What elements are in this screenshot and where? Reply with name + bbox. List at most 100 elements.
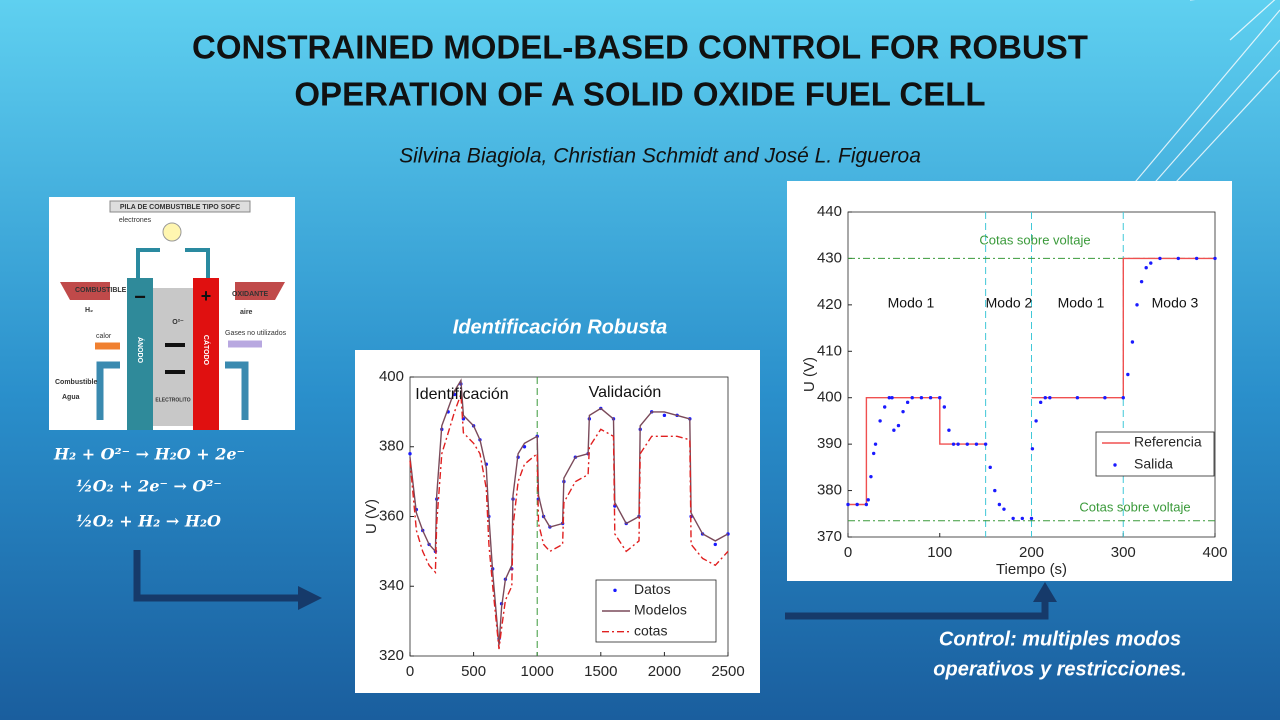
- x-tick-label: 200: [1019, 544, 1044, 561]
- label: calor: [96, 333, 112, 340]
- data-point: [1126, 372, 1130, 377]
- data-point: [956, 442, 960, 446]
- y-tick-label: 400: [379, 368, 404, 385]
- annotation: Modo 2: [986, 295, 1033, 311]
- fuel-arrow: [60, 282, 110, 300]
- annotation: Cotas sobre voltaje: [1079, 499, 1190, 514]
- y-tick-label: 380: [379, 438, 404, 455]
- electrolyte-label: ELECTROLITO: [155, 397, 190, 403]
- data-point: [1043, 396, 1047, 400]
- x-tick-label: 2000: [648, 663, 681, 680]
- data-point: [1029, 516, 1034, 521]
- label: electrones: [119, 217, 152, 224]
- data-point: [408, 452, 412, 456]
- slide-title: CONSTRAINED MODEL-BASED CONTROL FOR ROBU…: [192, 29, 1088, 66]
- y-tick-label: 360: [379, 507, 404, 524]
- label: COMBUSTIBLE: [75, 287, 127, 294]
- data-point: [871, 451, 876, 456]
- data-point: [878, 419, 882, 423]
- fuel-cell-diagram: PILA DE COMBUSTIBLE TIPO SOFC electrones…: [49, 197, 295, 430]
- data-point: [855, 502, 859, 507]
- data-point: [974, 442, 979, 446]
- data-point: [910, 396, 914, 400]
- equation: ½O₂ + H₂ → H₂O: [76, 512, 221, 531]
- ion-label: O²⁻: [172, 319, 184, 326]
- y-tick-label: 380: [817, 482, 842, 499]
- y-tick-label: 390: [817, 435, 842, 452]
- data-point: [997, 502, 1002, 507]
- legend-label: Referencia: [1134, 434, 1202, 450]
- data-point: [869, 474, 873, 479]
- y-axis-label: U (V): [801, 357, 818, 392]
- x-tick-label: 400: [1202, 544, 1227, 561]
- anode-label: ÁNODO: [136, 337, 145, 364]
- data-point: [864, 502, 869, 507]
- legend-swatch: [1113, 463, 1117, 467]
- data-point: [1030, 447, 1035, 451]
- legend-label: Datos: [634, 581, 671, 597]
- x-tick-label: 500: [461, 663, 486, 680]
- slide-title: OPERATION OF A SOLID OXIDE FUEL CELL: [294, 76, 985, 113]
- y-tick-label: 420: [817, 296, 842, 313]
- cathode: [193, 278, 219, 430]
- data-point: [988, 465, 992, 470]
- data-point: [1158, 256, 1162, 261]
- legend-label: cotas: [634, 622, 667, 638]
- data-point: [1144, 266, 1148, 270]
- annotation: Modo 1: [888, 295, 935, 311]
- oxidant-arrow: [235, 282, 285, 300]
- equation: ½O₂ + 2e⁻ → O²⁻: [76, 477, 222, 496]
- data-point: [1194, 256, 1199, 261]
- flow-arrow: [133, 550, 300, 602]
- y-tick-label: 430: [817, 249, 842, 266]
- y-axis-label: U (V): [363, 499, 380, 534]
- label: aire: [240, 309, 253, 316]
- data-point: [1213, 256, 1217, 261]
- data-point: [1075, 396, 1080, 400]
- x-tick-label: 100: [927, 544, 952, 561]
- data-point: [1130, 340, 1135, 344]
- data-point: [947, 428, 951, 432]
- diagram-header: [109, 200, 251, 213]
- x-tick-label: 1500: [584, 663, 617, 680]
- y-tick-label: 340: [379, 577, 404, 594]
- equation: H₂ + O²⁻ → H₂O + 2e⁻: [53, 445, 245, 464]
- legend-swatch: [613, 588, 617, 593]
- data-point: [983, 442, 988, 446]
- data-point: [919, 396, 924, 400]
- caption: Control: multiples modos: [939, 628, 1181, 650]
- y-tick-label: 410: [817, 342, 842, 359]
- y-tick-label: 440: [817, 203, 842, 220]
- diagram-title: PILA DE COMBUSTIBLE TIPO SOFC: [120, 204, 240, 211]
- legend-label: Salida: [1134, 456, 1173, 472]
- y-tick-label: 400: [817, 389, 842, 406]
- label: H₂: [85, 307, 93, 314]
- data-point: [846, 502, 850, 507]
- bulb: [162, 222, 182, 242]
- data-point: [1011, 516, 1015, 521]
- outlet-arrows: [96, 361, 249, 420]
- data-point: [866, 498, 870, 502]
- flow-arrow: [785, 600, 1049, 620]
- data-point: [896, 423, 901, 428]
- series-line: [409, 378, 729, 646]
- data-point: [1176, 256, 1181, 261]
- data-point: [1034, 419, 1038, 423]
- minus: −: [134, 286, 146, 308]
- annotation: Modo 3: [1152, 295, 1199, 311]
- data-point: [965, 442, 969, 446]
- data-point: [890, 396, 894, 400]
- ion-arrows: [165, 343, 185, 374]
- data-point: [1121, 396, 1125, 400]
- plus: +: [201, 286, 212, 306]
- data-point: [951, 442, 956, 446]
- data-point: [713, 542, 717, 547]
- x-axis-label: Tiempo (s): [996, 561, 1067, 578]
- legend-label: Modelos: [634, 602, 687, 618]
- data-point: [905, 400, 910, 405]
- x-tick-label: 300: [1111, 544, 1136, 561]
- chart-bg: [787, 181, 1232, 581]
- x-tick-label: 0: [844, 544, 852, 561]
- annotation: Modo 1: [1058, 295, 1105, 311]
